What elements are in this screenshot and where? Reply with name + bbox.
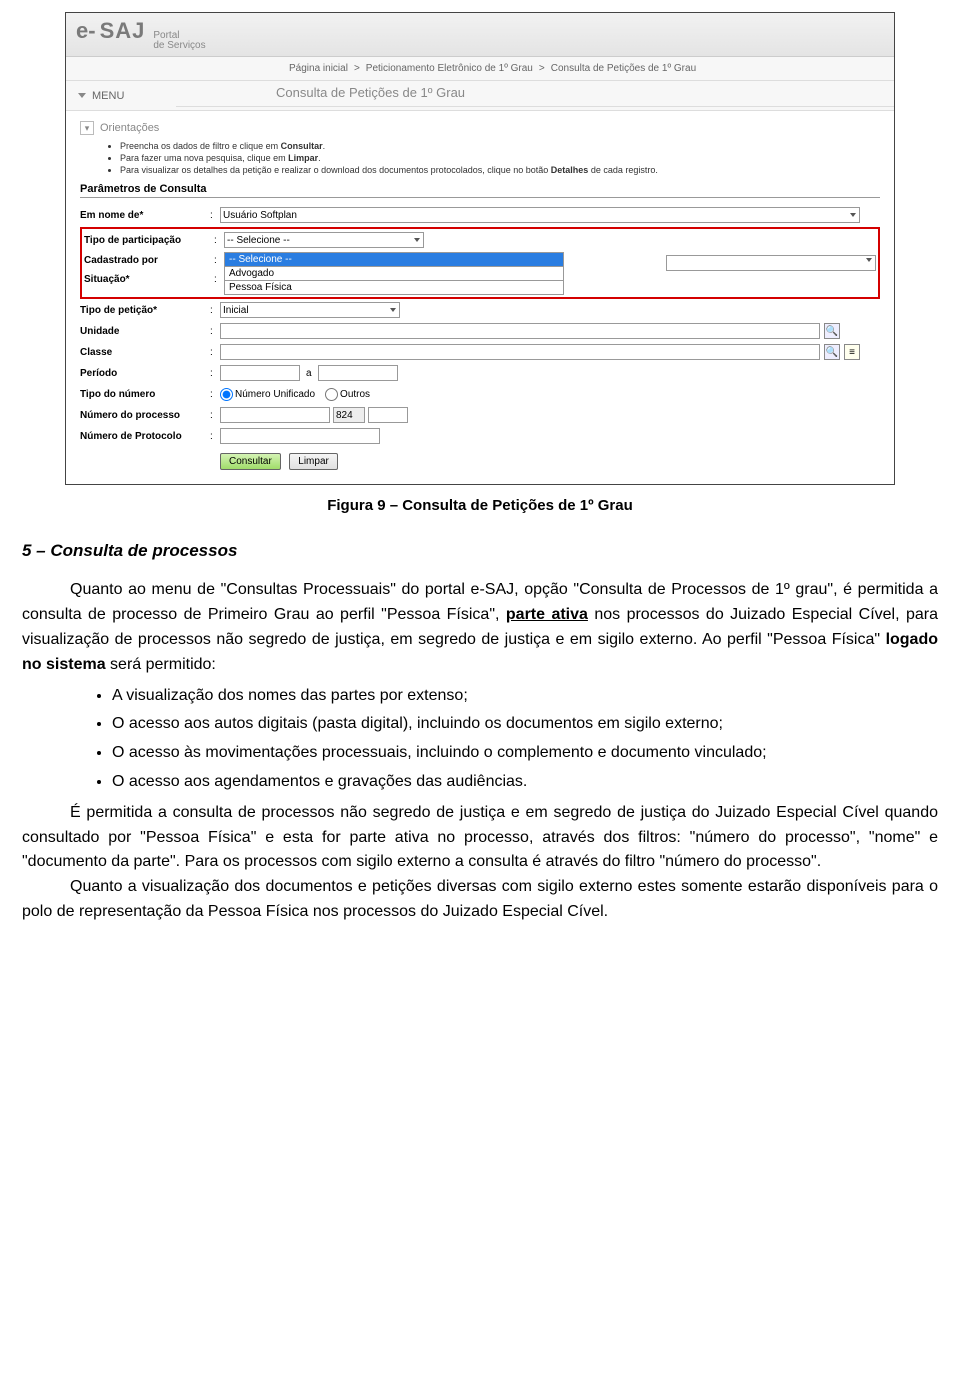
page-title: Consulta de Petições de 1º Grau bbox=[176, 85, 894, 107]
breadcrumb: Página inicial > Peticionamento Eletrôni… bbox=[66, 57, 894, 81]
esaj-screenshot: e- SAJ Portal de Serviços Página inicial… bbox=[65, 12, 895, 485]
row-numero-processo: Número do processo : bbox=[80, 406, 880, 424]
label-situacao: Situação* bbox=[84, 274, 214, 285]
bullet-1: Preencha os dados de filtro e clique em … bbox=[120, 141, 880, 151]
button-row: Consultar Limpar bbox=[80, 451, 880, 470]
label-num-prot: Número de Protocolo bbox=[80, 431, 210, 442]
input-periodo-fim[interactable] bbox=[318, 365, 398, 381]
row-periodo: Período : a bbox=[80, 364, 880, 382]
orientacoes-header[interactable]: ▾ Orientações bbox=[80, 121, 880, 135]
dropdown-opt-advogado[interactable]: Advogado bbox=[224, 267, 564, 281]
highlighted-region: Tipo de participação : -- Selecione -- C… bbox=[80, 227, 880, 299]
section-label: Parâmetros de Consulta bbox=[80, 183, 880, 198]
label-cad-por: Cadastrado por bbox=[84, 255, 214, 266]
logo-tag: Portal de Serviços bbox=[153, 31, 205, 51]
logo: e- SAJ Portal de Serviços bbox=[76, 18, 206, 51]
limpar-button[interactable]: Limpar bbox=[289, 453, 338, 470]
content-area: ▾ Orientações Preencha os dados de filtr… bbox=[66, 111, 894, 484]
chevron-down-icon bbox=[78, 93, 86, 98]
select-em-nome[interactable]: Usuário Softplan bbox=[220, 207, 860, 223]
breadcrumb-level3[interactable]: Consulta de Petições de 1º Grau bbox=[551, 63, 696, 74]
input-classe[interactable] bbox=[220, 344, 820, 360]
dropdown-opt-selecione[interactable]: -- Selecione -- bbox=[224, 252, 564, 267]
select-cad-por-right[interactable] bbox=[666, 255, 876, 271]
list-item: A visualização dos nomes das partes por … bbox=[112, 684, 938, 709]
input-num-proc-2[interactable] bbox=[333, 407, 365, 423]
row-numero-protocolo: Número de Protocolo : bbox=[80, 427, 880, 445]
logo-e: e- bbox=[76, 18, 96, 44]
radio-outros[interactable] bbox=[325, 388, 338, 401]
label-tipo-num: Tipo do número bbox=[80, 389, 210, 400]
label-unidade: Unidade bbox=[80, 326, 210, 337]
input-num-proc-1[interactable] bbox=[220, 407, 330, 423]
label-periodo: Período bbox=[80, 368, 210, 379]
breadcrumb-level2[interactable]: Peticionamento Eletrônico de 1º Grau bbox=[366, 63, 533, 74]
breadcrumb-home[interactable]: Página inicial bbox=[289, 63, 348, 74]
paragraph-3: Quanto a visualização dos documentos e p… bbox=[22, 875, 938, 925]
paragraph-1: Quanto ao menu de "Consultas Processuais… bbox=[22, 578, 938, 677]
row-unidade: Unidade : 🔍 bbox=[80, 322, 880, 340]
section-heading: 5 – Consulta de processos bbox=[22, 538, 938, 564]
search-icon[interactable]: 🔍 bbox=[824, 323, 840, 339]
menu-label: MENU bbox=[92, 90, 124, 102]
radio-unificado-label: Número Unificado bbox=[235, 389, 315, 400]
menu-row: MENU Consulta de Petições de 1º Grau bbox=[66, 81, 894, 111]
label-em-nome: Em nome de* bbox=[80, 210, 210, 221]
list-icon[interactable]: ≡ bbox=[844, 344, 860, 360]
logo-brand: SAJ bbox=[100, 18, 146, 44]
orientacoes-bullets: Preencha os dados de filtro e clique em … bbox=[120, 141, 880, 175]
consultar-button[interactable]: Consultar bbox=[220, 453, 281, 470]
row-classe: Classe : 🔍 ≡ bbox=[80, 343, 880, 361]
label-tipo-pet: Tipo de petição* bbox=[80, 305, 210, 316]
select-tipo-pet[interactable]: Inicial bbox=[220, 302, 400, 318]
label-tipo-part: Tipo de participação bbox=[84, 235, 214, 246]
row-tipo-numero: Tipo do número : Número Unificado Outros bbox=[80, 385, 880, 403]
header-bar: e- SAJ Portal de Serviços bbox=[66, 13, 894, 57]
radio-unificado[interactable] bbox=[220, 388, 233, 401]
list-item: O acesso aos autos digitais (pasta digit… bbox=[112, 712, 938, 737]
row-em-nome: Em nome de* : Usuário Softplan bbox=[80, 206, 880, 224]
input-unidade[interactable] bbox=[220, 323, 820, 339]
list-item: O acesso aos agendamentos e gravações da… bbox=[112, 770, 938, 795]
dropdown-opt-pessoa-fisica[interactable]: Pessoa Física bbox=[224, 281, 564, 295]
orientacoes-label: Orientações bbox=[100, 122, 159, 134]
input-periodo-ini[interactable] bbox=[220, 365, 300, 381]
periodo-sep: a bbox=[306, 368, 312, 379]
input-num-prot[interactable] bbox=[220, 428, 380, 444]
radio-outros-label: Outros bbox=[340, 389, 370, 400]
collapse-icon: ▾ bbox=[80, 121, 94, 135]
figure-caption: Figura 9 – Consulta de Petições de 1º Gr… bbox=[12, 497, 948, 514]
bullet-2: Para fazer uma nova pesquisa, clique em … bbox=[120, 153, 880, 163]
list-item: O acesso às movimentações processuais, i… bbox=[112, 741, 938, 766]
menu-button[interactable]: MENU bbox=[66, 90, 176, 102]
paragraph-2: É permitida a consulta de processos não … bbox=[22, 801, 938, 875]
input-num-proc-3[interactable] bbox=[368, 407, 408, 423]
row-tipo-participacao: Tipo de participação : -- Selecione -- bbox=[84, 231, 876, 249]
bullet-3: Para visualizar os detalhes da petição e… bbox=[120, 165, 880, 175]
label-num-proc: Número do processo bbox=[80, 410, 210, 421]
dropdown-open[interactable]: -- Selecione -- Advogado Pessoa Física bbox=[224, 252, 564, 295]
row-tipo-peticao: Tipo de petição* : Inicial bbox=[80, 301, 880, 319]
document-text: 5 – Consulta de processos Quanto ao menu… bbox=[12, 538, 948, 955]
label-classe: Classe bbox=[80, 347, 210, 358]
permission-list: A visualização dos nomes das partes por … bbox=[112, 684, 938, 795]
search-icon[interactable]: 🔍 bbox=[824, 344, 840, 360]
select-tipo-part[interactable]: -- Selecione -- bbox=[224, 232, 424, 248]
